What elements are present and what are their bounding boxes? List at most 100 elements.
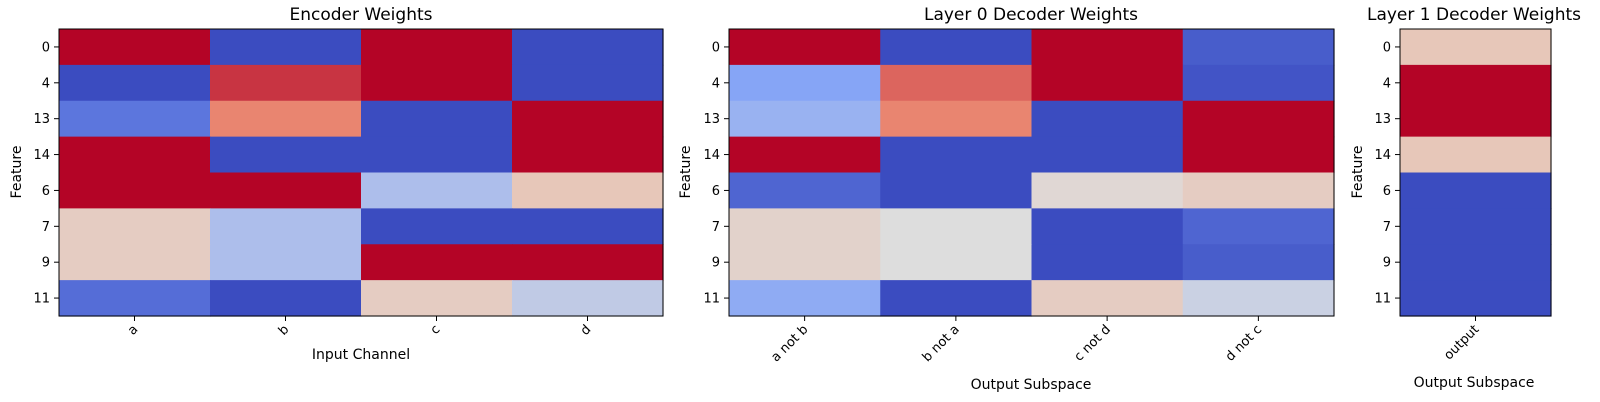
x-tick-label: output — [1441, 322, 1482, 363]
heatmap-cell — [729, 280, 881, 317]
heatmap-cell — [1400, 244, 1552, 281]
heatmap-cell — [361, 244, 513, 281]
heatmap-cell — [729, 208, 881, 245]
heatmap-cell — [1031, 100, 1184, 138]
heatmap-cells — [1400, 29, 1552, 317]
heatmap-cell — [361, 280, 513, 317]
plot-frame — [58, 28, 664, 317]
y-tick-label: 13 — [33, 112, 50, 127]
y-tick-label: 0 — [712, 40, 720, 55]
heatmap-cell — [512, 280, 664, 317]
heatmap-cell — [1182, 29, 1335, 66]
y-axis-label: Feature — [9, 146, 25, 199]
heatmap-cell — [880, 136, 1033, 174]
heatmap-cell — [1182, 244, 1335, 281]
x-tick-label: a — [125, 322, 141, 338]
heatmap-cell — [1031, 244, 1184, 281]
y-tick-label: 4 — [1383, 76, 1391, 91]
y-tick-label: 14 — [1374, 148, 1391, 163]
heatmap-cell — [729, 244, 881, 281]
x-axis-label: Output Subspace — [971, 377, 1092, 393]
x-tick-label: d — [578, 322, 594, 338]
y-tick-label: 6 — [1383, 184, 1391, 199]
heatmap-cell — [1031, 172, 1184, 209]
heatmap-cell — [512, 64, 664, 102]
encoder-weights-panel: Encoder Weights 0 4 13 14 6 7 9 11 a b c d Feature… — [9, 5, 664, 363]
heatmap-cell — [729, 100, 881, 138]
heatmap-cell — [210, 208, 362, 245]
heatmap-cell — [512, 244, 664, 281]
heatmap-cell — [361, 208, 513, 245]
x-tick-label: b not a — [920, 322, 963, 365]
heatmap-cell — [59, 29, 211, 66]
heatmap-cell — [1400, 64, 1552, 102]
heatmap-cell — [880, 208, 1033, 245]
heatmap-cell — [880, 64, 1033, 102]
heatmap-cells — [729, 29, 1335, 317]
heatmap-cells — [59, 29, 664, 317]
y-axis-ticks: 0 4 13 14 6 7 9 11 — [33, 40, 59, 307]
chart-title: Layer 0 Decoder Weights — [924, 5, 1138, 25]
heatmap-cell — [1400, 100, 1552, 138]
heatmap-cell — [1031, 64, 1184, 102]
heatmap-cell — [1182, 172, 1335, 209]
layer0-decoder-weights-panel: Layer 0 Decoder Weights 0 4 13 14 6 7 9 11 a no… — [678, 5, 1335, 393]
y-tick-label: 0 — [42, 40, 50, 55]
heatmap-cell — [512, 100, 664, 138]
x-tick-label: b — [276, 322, 292, 338]
heatmap-cell — [512, 208, 664, 245]
heatmap-cell — [210, 100, 362, 138]
y-tick-label: 7 — [42, 220, 50, 235]
heatmap-cell — [729, 29, 881, 66]
chart-title: Encoder Weights — [290, 5, 433, 25]
heatmap-cell — [729, 172, 881, 209]
y-axis-label: Feature — [678, 146, 694, 199]
x-tick-label: c not d — [1072, 322, 1114, 364]
heatmap-cell — [59, 244, 211, 281]
heatmap-cell — [59, 100, 211, 138]
heatmap-cell — [512, 136, 664, 174]
heatmap-cell — [1400, 29, 1552, 66]
heatmap-cell — [1400, 136, 1552, 174]
x-axis-ticks: a b c d — [125, 316, 594, 339]
heatmap-cell — [1400, 280, 1552, 317]
heatmap-cell — [1031, 280, 1184, 317]
y-tick-label: 11 — [1374, 292, 1391, 307]
heatmap-cell — [59, 172, 211, 209]
heatmap-cell — [1182, 64, 1335, 102]
heatmap-cell — [1031, 29, 1184, 66]
x-tick-label: d not c — [1223, 322, 1265, 364]
heatmap-cell — [880, 100, 1033, 138]
y-tick-label: 13 — [1374, 112, 1391, 127]
y-axis-label: Feature — [1350, 146, 1366, 199]
heatmap-cell — [880, 29, 1033, 66]
heatmap-cell — [1031, 208, 1184, 245]
heatmap-cell — [512, 172, 664, 209]
x-axis-ticks: a not b b not a c not d d not c — [768, 316, 1265, 365]
y-tick-label: 7 — [1383, 220, 1391, 235]
x-tick-label: c — [428, 322, 444, 338]
y-tick-label: 13 — [703, 112, 720, 127]
heatmap-cell — [361, 100, 513, 138]
heatmap-cell — [210, 29, 362, 66]
heatmap-cell — [729, 64, 881, 102]
y-tick-label: 9 — [1383, 256, 1391, 271]
heatmap-cell — [361, 172, 513, 209]
heatmap-cell — [880, 280, 1033, 317]
y-tick-label: 4 — [712, 76, 720, 91]
x-axis-label: Input Channel — [312, 347, 410, 363]
y-tick-label: 6 — [42, 184, 50, 199]
y-tick-label: 9 — [42, 256, 50, 271]
heatmap-cell — [210, 244, 362, 281]
heatmap-cell — [512, 29, 664, 66]
heatmap-cell — [1182, 100, 1335, 138]
heatmap-cell — [210, 64, 362, 102]
x-axis-label: Output Subspace — [1414, 375, 1535, 391]
heatmap-cell — [210, 280, 362, 317]
heatmap-cell — [361, 64, 513, 102]
heatmap-cell — [361, 29, 513, 66]
y-tick-label: 11 — [703, 292, 720, 307]
x-tick-label: a not b — [768, 322, 811, 365]
y-axis-ticks: 0 4 13 14 6 7 9 11 — [703, 40, 729, 307]
heatmap-cell — [59, 64, 211, 102]
